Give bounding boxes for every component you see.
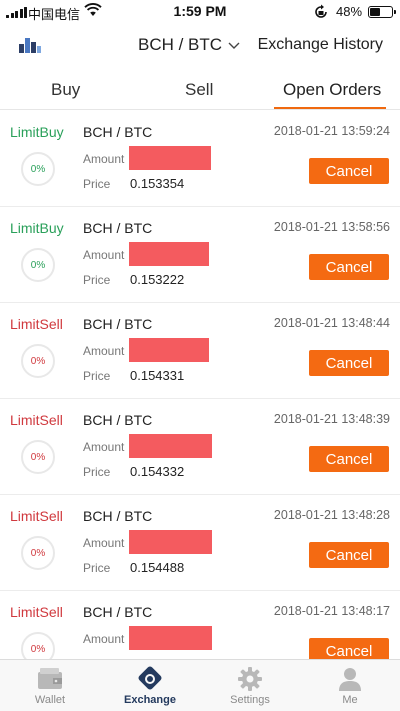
amount-redaction	[129, 434, 212, 458]
order-type: LimitBuy	[10, 124, 64, 140]
order-time: 2018-01-21 13:58:56	[273, 220, 390, 234]
fill-progress-indicator: 0%	[21, 344, 55, 378]
exchange-history-link[interactable]: Exchange History	[257, 36, 383, 53]
order-time: 2018-01-21 13:59:24	[273, 124, 390, 138]
cancel-order-button[interactable]: Cancel	[309, 638, 389, 659]
price-label: Price	[83, 657, 110, 659]
cancel-order-button[interactable]: Cancel	[309, 158, 389, 184]
fill-progress-indicator: 0%	[21, 440, 55, 474]
amount-redaction	[129, 242, 209, 266]
order-price: 0.153354	[130, 176, 185, 191]
order-row: LimitSell 0% BCH / BTC 2018-01-21 13:48:…	[0, 303, 400, 399]
order-price: 0.153222	[130, 272, 185, 287]
wifi-icon	[84, 3, 102, 20]
price-label: Price	[83, 369, 111, 383]
pair-selector-label: BCH / BTC	[138, 35, 223, 54]
nav-label-settings: Settings	[230, 694, 270, 706]
app-logo-icon	[18, 34, 42, 59]
amount-label: Amount	[83, 152, 125, 166]
order-type: LimitSell	[10, 604, 63, 620]
nav-item-wallet[interactable]: Wallet	[0, 660, 100, 711]
nav-label-wallet: Wallet	[34, 694, 66, 706]
nav-item-me[interactable]: Me	[300, 660, 400, 711]
order-time: 2018-01-21 13:48:28	[273, 508, 390, 522]
order-price: 0.154332	[130, 464, 185, 479]
cancel-order-button[interactable]: Cancel	[309, 254, 389, 280]
carrier-name: 中国电信	[28, 7, 81, 22]
status-bar: 中国电信 1:59 PM 48%	[0, 0, 400, 24]
tab-buy[interactable]: Buy	[51, 80, 81, 99]
header: BCH / BTC Exchange History	[0, 26, 400, 66]
fill-progress-indicator: 0%	[21, 248, 55, 282]
order-time: 2018-01-21 13:48:17	[273, 604, 390, 618]
order-time: 2018-01-21 13:48:44	[273, 316, 390, 330]
nav-item-settings[interactable]: Settings	[200, 660, 300, 711]
exchange-icon	[135, 666, 165, 692]
order-type: LimitSell	[10, 412, 63, 428]
price-label: Price	[83, 465, 111, 479]
amount-redaction	[129, 146, 211, 170]
rotation-lock-icon	[313, 4, 329, 23]
order-row: LimitBuy 0% BCH / BTC 2018-01-21 13:59:2…	[0, 111, 400, 207]
amount-label: Amount	[83, 632, 125, 646]
order-type: LimitSell	[10, 508, 63, 524]
order-row: LimitSell 0% BCH / BTC 2018-01-21 13:48:…	[0, 495, 400, 591]
fill-progress-indicator: 0%	[21, 632, 55, 659]
amount-label: Amount	[83, 344, 125, 358]
order-pair: BCH / BTC	[83, 412, 153, 428]
battery-icon	[368, 6, 396, 18]
status-time: 1:59 PM	[173, 3, 227, 19]
nav-label-exchange: Exchange	[124, 694, 176, 706]
tab-open-orders[interactable]: Open Orders	[283, 80, 382, 99]
battery-percentage: 48%	[336, 4, 363, 19]
order-time: 2018-01-21 13:48:39	[273, 412, 390, 426]
fill-progress-indicator: 0%	[21, 536, 55, 570]
order-pair: BCH / BTC	[83, 508, 153, 524]
tab-sell[interactable]: Sell	[185, 80, 214, 99]
order-pair: BCH / BTC	[83, 604, 153, 620]
cancel-order-button[interactable]: Cancel	[309, 446, 389, 472]
order-row: LimitSell 0% BCH / BTC 2018-01-21 13:48:…	[0, 399, 400, 495]
amount-label: Amount	[83, 248, 125, 262]
amount-redaction	[129, 530, 212, 554]
open-orders-list: LimitBuy 0% BCH / BTC 2018-01-21 13:59:2…	[0, 111, 400, 659]
cancel-order-button[interactable]: Cancel	[309, 542, 389, 568]
order-row: LimitSell 0% BCH / BTC 2018-01-21 13:48:…	[0, 591, 400, 659]
signal-strength-icon	[6, 7, 27, 18]
order-type: LimitSell	[10, 316, 63, 332]
wallet-icon	[35, 666, 65, 692]
amount-label: Amount	[83, 536, 125, 550]
order-pair: BCH / BTC	[83, 316, 153, 332]
order-tabs: Buy Sell Open Orders	[0, 74, 400, 110]
price-label: Price	[83, 561, 111, 575]
order-pair: BCH / BTC	[83, 220, 153, 236]
order-price: 0.154488	[130, 560, 185, 575]
price-label: Price	[83, 177, 111, 191]
bottom-nav: Wallet Exchange Setting	[0, 659, 400, 711]
amount-redaction	[129, 338, 209, 362]
price-label: Price	[83, 273, 111, 287]
nav-item-exchange[interactable]: Exchange	[100, 660, 200, 711]
chevron-down-icon	[228, 35, 240, 55]
order-type: LimitBuy	[10, 220, 64, 236]
order-row: LimitBuy 0% BCH / BTC 2018-01-21 13:58:5…	[0, 207, 400, 303]
cancel-order-button[interactable]: Cancel	[309, 350, 389, 376]
gear-icon	[235, 666, 265, 692]
amount-redaction	[129, 626, 212, 650]
nav-label-me: Me	[342, 694, 358, 706]
order-pair: BCH / BTC	[83, 124, 153, 140]
active-tab-indicator	[274, 107, 386, 109]
fill-progress-indicator: 0%	[21, 152, 55, 186]
order-price: 0.154331	[130, 368, 185, 383]
person-icon	[335, 666, 365, 692]
pair-selector[interactable]: BCH / BTC	[138, 35, 240, 55]
amount-label: Amount	[83, 440, 125, 454]
